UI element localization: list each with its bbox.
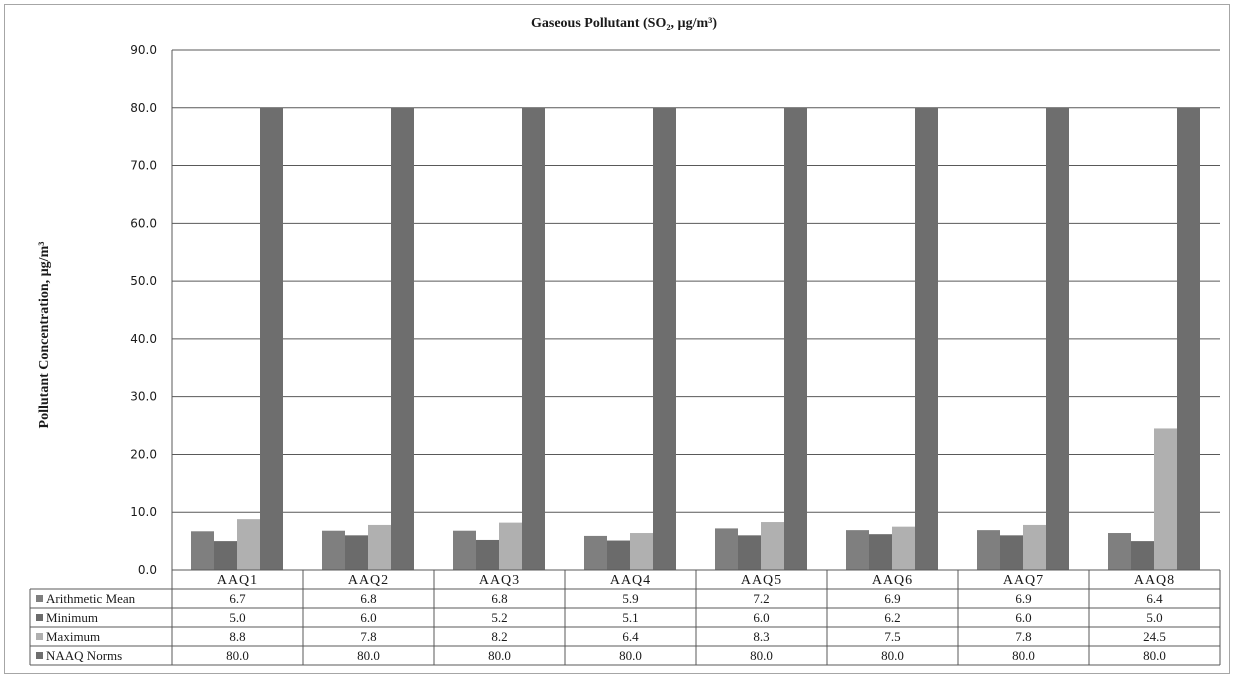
y-tick-label: 40.0: [130, 332, 157, 346]
category-label: AAQ5: [741, 573, 782, 588]
category-label: AAQ2: [348, 573, 389, 588]
bar-arithmetic-mean-aaq8: [1108, 533, 1131, 570]
bar-minimum-aaq3: [476, 539, 499, 570]
bar-minimum-aaq7: [1000, 535, 1023, 570]
category-label: AAQ8: [1134, 573, 1175, 588]
y-tick-label: 30.0: [130, 390, 157, 404]
y-tick-label: 50.0: [130, 274, 157, 288]
bar-naaq-norms-aaq2: [391, 107, 414, 571]
y-tick-label: 60.0: [130, 216, 157, 230]
data-label: 6.7: [229, 591, 246, 606]
data-label: 8.2: [491, 629, 507, 644]
bar-minimum-aaq4: [607, 540, 630, 570]
data-label: 5.1: [622, 610, 638, 625]
y-tick-label: 80.0: [130, 101, 157, 115]
data-label: 80.0: [1012, 648, 1035, 663]
legend-label: Arithmetic Mean: [46, 591, 136, 606]
y-tick-label: 90.0: [130, 43, 157, 57]
data-label: 6.9: [1015, 591, 1031, 606]
bar-maximum-aaq1: [237, 519, 260, 570]
data-label: 5.0: [1146, 610, 1162, 625]
data-label: 80.0: [750, 648, 773, 663]
bar-arithmetic-mean-aaq7: [977, 530, 1000, 570]
data-label: 6.8: [491, 591, 507, 606]
data-label: 5.9: [622, 591, 638, 606]
data-label: 6.0: [753, 610, 769, 625]
bar-naaq-norms-aaq4: [653, 107, 676, 571]
category-label: AAQ1: [217, 573, 258, 588]
data-label: 8.8: [229, 629, 245, 644]
data-label: 7.2: [753, 591, 769, 606]
bar-naaq-norms-aaq3: [522, 107, 545, 571]
bar-arithmetic-mean-aaq3: [453, 530, 476, 570]
data-label: 80.0: [881, 648, 904, 663]
data-label: 6.4: [622, 629, 639, 644]
legend-swatch: [36, 652, 43, 659]
data-label: 5.0: [229, 610, 245, 625]
category-label: AAQ7: [1003, 573, 1044, 588]
bar-minimum-aaq1: [214, 541, 237, 570]
data-label: 8.3: [753, 629, 769, 644]
legend-label: NAAQ Norms: [46, 648, 122, 663]
bar-naaq-norms-aaq1: [260, 107, 283, 571]
data-label: 80.0: [357, 648, 380, 663]
data-label: 80.0: [226, 648, 249, 663]
bar-minimum-aaq8: [1131, 541, 1154, 570]
bar-arithmetic-mean-aaq6: [846, 530, 869, 570]
y-tick-label: 0.0: [138, 563, 157, 577]
data-label: 6.2: [884, 610, 900, 625]
bar-naaq-norms-aaq6: [915, 107, 938, 571]
data-label: 24.5: [1143, 629, 1166, 644]
data-label: 6.9: [884, 591, 900, 606]
y-tick-label: 20.0: [130, 447, 157, 461]
y-tick-label: 70.0: [130, 159, 157, 173]
category-label: AAQ6: [872, 573, 913, 588]
data-label: 7.5: [884, 629, 900, 644]
bar-maximum-aaq5: [761, 522, 784, 570]
legend-label: Minimum: [46, 610, 98, 625]
bar-arithmetic-mean-aaq1: [191, 531, 214, 570]
chart-title: Gaseous Pollutant (SO₂, µg/m³): [531, 16, 717, 31]
bar-naaq-norms-aaq8: [1177, 107, 1200, 571]
data-label: 7.8: [360, 629, 376, 644]
data-label: 80.0: [1143, 648, 1166, 663]
legend-swatch: [36, 614, 43, 621]
category-label: AAQ4: [610, 573, 651, 588]
bar-naaq-norms-aaq7: [1046, 107, 1069, 571]
bar-arithmetic-mean-aaq4: [584, 535, 607, 570]
bar-naaq-norms-aaq5: [784, 107, 807, 571]
category-label: AAQ3: [479, 573, 520, 588]
bar-maximum-aaq6: [892, 526, 915, 570]
data-label: 80.0: [488, 648, 511, 663]
data-label: 6.4: [1146, 591, 1163, 606]
legend-label: Maximum: [46, 629, 100, 644]
bar-maximum-aaq3: [499, 522, 522, 570]
bar-minimum-aaq2: [345, 535, 368, 570]
data-label: 6.0: [360, 610, 376, 625]
data-label: 5.2: [491, 610, 507, 625]
data-label: 6.8: [360, 591, 376, 606]
data-label: 7.8: [1015, 629, 1031, 644]
bar-maximum-aaq2: [368, 524, 391, 570]
data-label: 80.0: [619, 648, 642, 663]
bar-arithmetic-mean-aaq5: [715, 528, 738, 570]
bar-maximum-aaq7: [1023, 524, 1046, 570]
bar-minimum-aaq5: [738, 535, 761, 570]
legend-swatch: [36, 595, 43, 602]
legend-swatch: [36, 633, 43, 640]
y-tick-label: 10.0: [130, 505, 157, 519]
y-axis-label: Pollutant Concentration, µg/m³: [37, 242, 52, 429]
bar-maximum-aaq8: [1154, 428, 1177, 570]
bar-minimum-aaq6: [869, 534, 892, 570]
data-label: 6.0: [1015, 610, 1031, 625]
bar-arithmetic-mean-aaq2: [322, 530, 345, 570]
bar-maximum-aaq4: [630, 533, 653, 570]
